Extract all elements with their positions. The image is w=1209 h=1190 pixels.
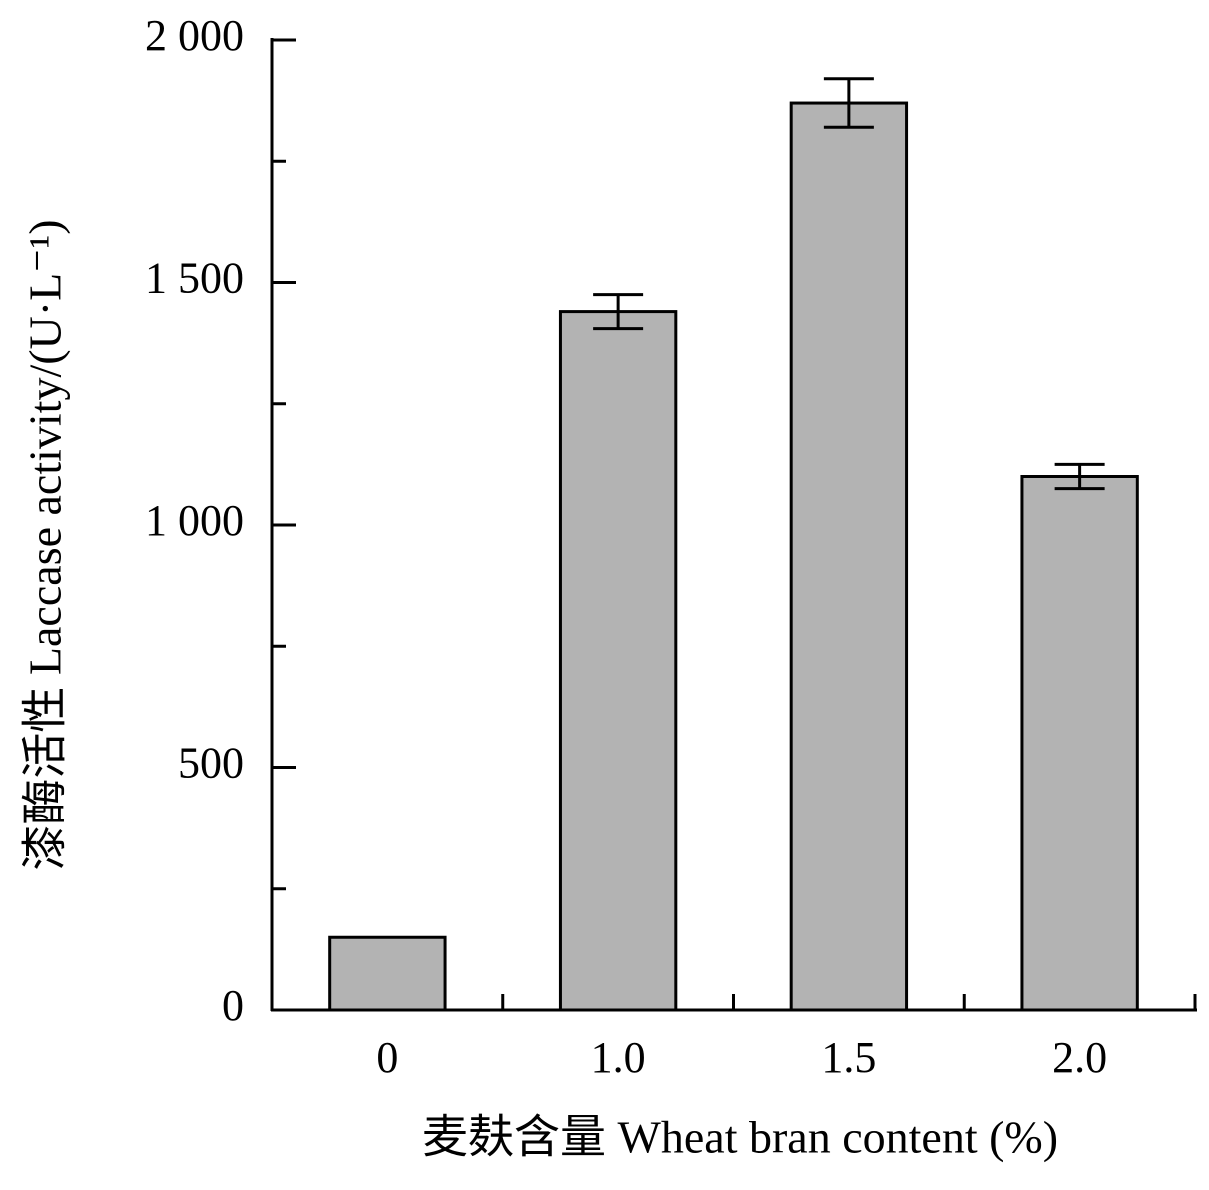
- bar: [789, 101, 909, 1012]
- bar: [558, 310, 678, 1012]
- x-axis-title: 麦麸含量 Wheat bran content (%): [422, 1112, 1058, 1163]
- x-tick-label: 2.0: [1052, 1033, 1107, 1082]
- bar: [328, 935, 447, 1012]
- x-tick-label: 0: [376, 1033, 398, 1082]
- y-tick-label: 1 000: [145, 496, 244, 545]
- y-tick-label: 0: [222, 981, 244, 1030]
- x-tick-label: 1.0: [591, 1033, 646, 1082]
- y-tick-label: 2 000: [145, 11, 244, 60]
- y-tick-label: 500: [178, 739, 244, 788]
- y-axis-title: 漆酶活性 Laccase activity/(U·L⁻¹): [20, 219, 71, 870]
- x-tick-label: 1.5: [821, 1033, 876, 1082]
- bar: [1020, 475, 1139, 1012]
- y-tick-label: 1 500: [145, 254, 244, 303]
